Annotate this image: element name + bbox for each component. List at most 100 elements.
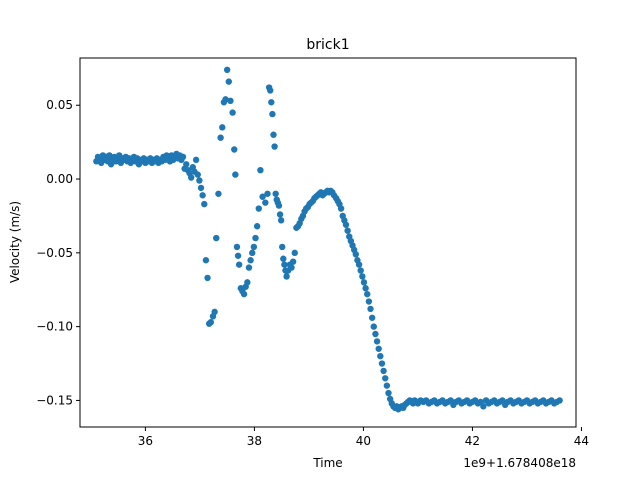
data-point — [355, 261, 363, 268]
x-axis-label: Time — [312, 456, 342, 470]
data-point — [187, 174, 195, 181]
data-point — [179, 153, 187, 161]
x-tick-label: 42 — [465, 434, 480, 448]
y-axis-label: Velocity (m/s) — [8, 201, 22, 283]
y-tick-label: −0.10 — [36, 320, 73, 334]
data-point — [370, 323, 377, 330]
data-point — [279, 243, 286, 251]
data-point — [231, 146, 238, 153]
data-point — [194, 171, 201, 178]
data-point — [252, 234, 259, 242]
data-point — [197, 184, 205, 192]
data-point — [375, 345, 382, 352]
data-point — [288, 264, 295, 271]
x-tick-label: 36 — [138, 434, 153, 448]
data-point — [337, 205, 345, 212]
chart-title: brick1 — [306, 37, 349, 53]
data-point — [223, 66, 231, 74]
data-point — [229, 109, 236, 116]
data-point — [227, 97, 234, 105]
y-tick-label: −0.15 — [36, 393, 73, 407]
data-point — [250, 243, 258, 251]
data-point — [480, 403, 487, 410]
data-point — [240, 290, 248, 298]
data-point — [377, 352, 384, 360]
data-point — [277, 217, 285, 224]
data-point — [202, 257, 210, 264]
data-point — [360, 279, 368, 286]
data-point — [107, 161, 115, 168]
data-point — [382, 375, 389, 382]
data-point — [362, 285, 369, 292]
data-point — [215, 190, 222, 197]
data-point — [365, 298, 373, 305]
x-tick-label: 40 — [356, 434, 371, 448]
data-point — [283, 273, 290, 280]
data-point — [352, 251, 359, 258]
data-point — [359, 273, 366, 280]
data-point — [217, 134, 224, 141]
data-point — [342, 221, 350, 228]
data-point — [211, 308, 218, 316]
data-point — [271, 143, 278, 150]
data-point — [268, 99, 275, 106]
data-point — [280, 255, 287, 262]
data-point — [222, 96, 229, 103]
data-point — [255, 205, 262, 212]
data-point — [267, 87, 274, 94]
data-points — [93, 66, 563, 413]
x-axis-offset-text: 1e9+1.678408e18 — [463, 456, 576, 470]
data-point — [364, 290, 371, 298]
data-point — [367, 305, 374, 313]
data-point — [344, 227, 351, 234]
data-point — [373, 338, 381, 345]
x-axis-ticks: 36 38 40 42 44 — [138, 427, 589, 448]
data-point — [235, 261, 243, 268]
data-point — [385, 389, 392, 397]
data-point — [264, 190, 271, 197]
data-point — [213, 234, 220, 242]
y-tick-label: 0.05 — [46, 98, 73, 112]
data-point — [247, 257, 254, 264]
plot-frame — [79, 57, 577, 428]
data-point — [245, 264, 253, 271]
data-point — [199, 192, 206, 199]
data-point — [225, 78, 232, 85]
data-point — [270, 131, 277, 138]
data-point — [368, 314, 376, 321]
data-point — [289, 258, 297, 265]
data-point — [201, 200, 208, 208]
data-point — [257, 166, 264, 174]
data-point — [207, 319, 215, 326]
data-point — [234, 252, 242, 259]
data-point — [192, 156, 200, 164]
data-point — [262, 199, 269, 206]
x-tick-label: 38 — [247, 434, 262, 448]
data-point — [196, 177, 203, 184]
data-point — [259, 193, 266, 200]
data-point — [556, 397, 563, 404]
data-point — [357, 267, 364, 274]
y-axis-ticks: 0.05 0.00 −0.05 −0.10 −0.15 — [36, 98, 80, 407]
data-point — [183, 161, 190, 168]
data-point — [249, 249, 256, 257]
data-point — [253, 223, 261, 230]
data-point — [232, 171, 239, 178]
y-tick-label: −0.05 — [36, 246, 73, 260]
data-point — [276, 211, 284, 218]
data-point — [233, 243, 241, 251]
x-tick-label: 44 — [574, 434, 589, 448]
y-tick-label: 0.00 — [46, 172, 73, 186]
data-point — [269, 110, 276, 118]
data-point — [204, 274, 211, 282]
data-point — [380, 367, 387, 375]
data-point — [372, 330, 379, 338]
data-point — [383, 382, 391, 389]
data-point — [275, 202, 283, 209]
data-point — [244, 279, 251, 286]
data-point — [272, 190, 279, 197]
data-point — [219, 124, 226, 131]
data-point — [281, 261, 288, 268]
